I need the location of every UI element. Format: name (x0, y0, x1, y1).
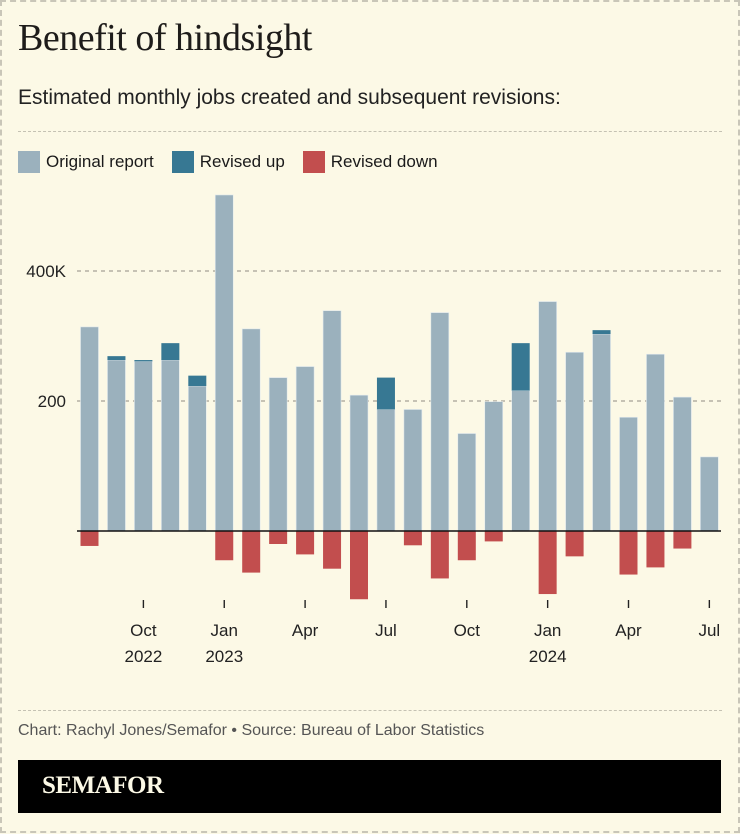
bar-revised-down (673, 531, 692, 549)
bar-revised-down (538, 531, 557, 595)
bar-revised-down (242, 531, 261, 573)
bar-original (457, 433, 477, 532)
bar-revised-down (457, 531, 476, 561)
legend: Original report Revised up Revised down (18, 151, 438, 173)
bar-revised-down (403, 531, 422, 546)
x-tick-label: Apr (292, 621, 319, 640)
bar-original (268, 377, 288, 532)
x-tick-label: Oct (454, 621, 481, 640)
bar-revised-down (296, 531, 315, 555)
chart-subtitle: Estimated monthly jobs created and subse… (18, 86, 561, 109)
y-tick-label: 400K (26, 262, 66, 281)
x-tick-year-label: 2022 (124, 647, 162, 666)
bar-original (107, 359, 126, 532)
legend-item-revised-down: Revised down (302, 151, 438, 173)
legend-label-revised-up: Revised up (199, 152, 285, 171)
bar-original (214, 194, 234, 532)
brand-bar: SEMAFOR (18, 760, 721, 813)
bar-revised-down (269, 531, 288, 544)
bar-original (565, 351, 584, 532)
x-tick-label: Oct (130, 621, 157, 640)
bar-original (188, 385, 207, 532)
bar-original (349, 394, 369, 532)
header-divider (18, 131, 722, 132)
bar-original (673, 396, 692, 532)
legend-swatch-revised-up (171, 151, 194, 173)
legend-label-revised-down: Revised down (330, 152, 438, 171)
x-tick-label: Apr (615, 621, 642, 640)
legend-swatch-revised-down (302, 151, 325, 173)
x-tick-label: Jul (375, 621, 397, 640)
bar-original (322, 310, 342, 532)
bar-revised-up (376, 377, 395, 410)
x-tick-label: Jan (211, 621, 238, 640)
bar-original (430, 312, 450, 532)
bar-original (538, 301, 557, 532)
legend-swatch-original (18, 151, 40, 173)
bar-revised-down (484, 531, 503, 542)
bar-original (592, 333, 611, 532)
bar-original (376, 409, 396, 532)
semafor-logo: SEMAFOR (42, 772, 164, 799)
bar-revised-up (134, 360, 153, 362)
bar-revised-down (646, 531, 665, 568)
bar-original (646, 353, 665, 532)
legend-label-original: Original report (46, 152, 154, 171)
bar-revised-up (511, 343, 530, 391)
bar-revised-down (565, 531, 584, 557)
bar-revised-down (80, 531, 99, 546)
bar-original (134, 361, 153, 532)
y-tick-label: 200 (38, 392, 66, 411)
bar-original (80, 326, 99, 532)
bar-original (484, 401, 504, 532)
legend-item-original: Original report (18, 151, 154, 173)
bar-original (403, 409, 423, 532)
chart-title: Benefit of hindsight (18, 17, 312, 59)
bar-original (619, 416, 638, 532)
bar-revised-down (430, 531, 449, 579)
x-tick-year-label: 2024 (529, 647, 567, 666)
bar-revised-up (188, 375, 207, 387)
bar-revised-down (619, 531, 638, 575)
bar-revised-up (107, 356, 126, 361)
bar-original (511, 390, 531, 532)
footer-divider (18, 710, 722, 711)
bar-revised-down (350, 531, 368, 600)
bar-original (700, 456, 719, 532)
chart-credit: Chart: Rachyl Jones/Semafor • Source: Bu… (18, 722, 485, 739)
bar-revised-up (161, 343, 180, 361)
bar-revised-up (592, 330, 611, 335)
bar-original (241, 328, 261, 532)
bar-chart: 200 400K Oct 2022 Jan 2023 Apr Jul Oct Jan 2024 Apr… (26, 194, 721, 666)
x-tick-label: Jan (534, 621, 561, 640)
bar-original (295, 366, 315, 532)
legend-item-revised-up: Revised up (171, 151, 285, 173)
bar-original (161, 359, 180, 532)
x-tick-year-label: 2023 (205, 647, 243, 666)
x-tick-label: Jul (698, 621, 720, 640)
bar-revised-down (323, 531, 342, 569)
bar-revised-down (215, 531, 234, 561)
